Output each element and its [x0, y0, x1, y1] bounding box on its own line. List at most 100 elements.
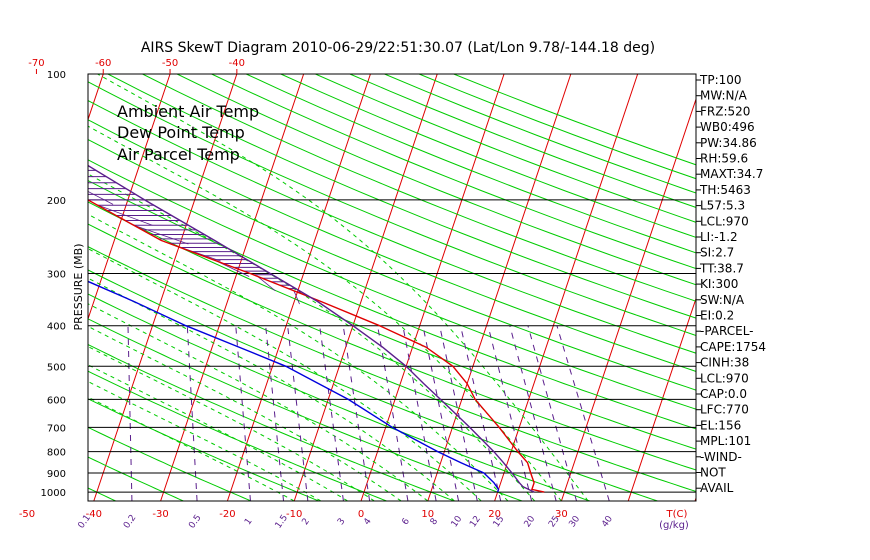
air-parcel-temp-line	[88, 164, 535, 493]
index-label: TH:5463	[699, 183, 751, 197]
legend-dew-point-temp: Dew Point Temp	[117, 123, 245, 142]
dry-adiabat-line	[88, 344, 455, 501]
moist-adiabat-line	[88, 380, 322, 501]
cape-hatch-diagonal	[95, 203, 153, 226]
dry-adiabat-line	[88, 81, 696, 337]
grid-lines	[0, 74, 870, 501]
bottom-temp-tick-label: 20	[488, 509, 501, 520]
top-temp-tick-label: -60	[95, 58, 111, 69]
pressure-tick-label: 900	[47, 469, 66, 480]
dry-adiabat-line	[88, 456, 184, 501]
legend: Ambient Air Temp Dew Point Temp Air Parc…	[117, 102, 259, 164]
index-label: FRZ:520	[700, 104, 750, 118]
mixing-ratio-line	[319, 325, 344, 501]
cape-hatch-diagonal	[293, 290, 300, 305]
index-label: MPL:101	[700, 434, 751, 448]
index-label: RH:59.6	[700, 152, 748, 166]
index-label: TP:100	[699, 73, 742, 87]
dry-adiabat-line	[88, 223, 696, 471]
index-label: KI:300	[700, 277, 738, 291]
mixing-ratio-line	[422, 325, 460, 501]
dry-adiabat-line	[349, 74, 696, 208]
mixing-ratio-label: 1	[243, 517, 254, 527]
index-label: NOT	[700, 466, 726, 480]
isotherm-line	[427, 74, 572, 501]
mixing-ratio-label: 20	[523, 514, 538, 529]
mixing-ratio-line	[265, 325, 285, 501]
index-label: TT:38.7	[699, 261, 744, 275]
index-label: SI:2.7	[700, 246, 734, 260]
index-label: SW:N/A	[700, 293, 745, 307]
ambient-air-temp-line	[88, 199, 545, 493]
mixing-ratio-line	[342, 325, 371, 501]
mixing-ratio-label: 30	[567, 514, 582, 529]
mixing-ratio-label: 12	[468, 514, 483, 529]
dry-adiabat-line	[88, 269, 658, 501]
data-series	[38, 154, 545, 493]
index-label: CAP:0.0	[700, 387, 747, 401]
dry-adiabat-line	[142, 74, 696, 302]
mixing-ratio-label: 10	[450, 514, 465, 529]
axis-labels: 1002003004005006007008009001000-120-110-…	[19, 58, 689, 531]
isotherm-line	[0, 74, 36, 501]
legend-air-parcel-temp: Air Parcel Temp	[117, 145, 240, 164]
isotherm-line	[226, 74, 371, 501]
mixing-ratio-line	[556, 325, 610, 501]
top-temp-tick-label: -70	[28, 58, 44, 69]
pressure-tick-label: 400	[47, 322, 66, 333]
index-label: LCL:970	[700, 214, 749, 228]
mixing-ratio-label: 6	[401, 516, 413, 527]
top-temp-tick-label: -40	[229, 58, 245, 69]
index-label: L57:5.3	[700, 199, 745, 213]
dry-adiabat-line	[88, 119, 696, 372]
dry-adiabat-line	[88, 318, 523, 501]
dry-adiabat-line	[88, 293, 591, 501]
index-label: -WIND-	[700, 450, 742, 464]
cape-hatch-diagonal	[38, 154, 68, 181]
mixing-ratio-line	[439, 325, 478, 501]
bottom-temp-tick-label: -10	[286, 509, 302, 520]
index-label: LFC:770	[700, 403, 749, 417]
dew-point-temp-line	[88, 280, 500, 493]
index-label: MW:N/A	[700, 89, 748, 103]
mixing-ratio-line	[235, 325, 251, 501]
bottom-temp-tick-label: -20	[219, 509, 235, 520]
isotherm-line	[88, 74, 171, 321]
dry-adiabat-line	[88, 99, 696, 354]
dry-adiabat-line	[176, 74, 696, 286]
temperature-unit-label: T(C)	[666, 509, 688, 520]
dry-adiabat-line	[107, 74, 696, 319]
mixing-ratio-label: 8	[429, 516, 441, 527]
dry-adiabat-line	[88, 398, 320, 501]
cape-hatch-diagonal	[88, 190, 114, 205]
dry-adiabat-line	[88, 159, 696, 410]
isotherm-line	[762, 74, 870, 501]
pressure-tick-label: 300	[47, 270, 66, 281]
index-label: MAXT:34.7	[700, 167, 763, 181]
pressure-tick-label: 200	[47, 196, 66, 207]
index-label: AVAIL	[700, 481, 734, 495]
dry-adiabat-line	[384, 74, 696, 194]
mixing-ratio-line	[127, 325, 133, 501]
index-label: LCL:970	[700, 371, 749, 385]
pressure-tick-label: 1000	[41, 488, 66, 499]
mixing-ratio-line	[402, 325, 437, 501]
mixing-ratio-line	[377, 325, 409, 501]
index-label: PW:34.86	[700, 136, 757, 150]
moist-adiabat-line	[97, 74, 589, 501]
index-label: EL:156	[700, 418, 741, 432]
isotherm-line	[93, 74, 238, 501]
mixing-ratio-line	[527, 325, 578, 501]
chart-title: AIRS SkewT Diagram 2010-06-29/22:51:30.0…	[141, 40, 655, 56]
dry-adiabat-line	[315, 74, 696, 223]
pressure-tick-label: 500	[47, 362, 66, 373]
dry-adiabat-line	[88, 138, 696, 391]
dry-adiabat-line	[0, 74, 48, 501]
mixing-ratio-label: 4	[362, 516, 374, 527]
y-axis-label: PRESSURE (MB)	[72, 244, 85, 331]
dry-adiabat-line	[88, 370, 387, 501]
bottom-temp-tick-label: 0	[358, 509, 364, 520]
legend-ambient-air-temp: Ambient Air Temp	[117, 102, 259, 121]
bottom-temp-tick-label: -30	[152, 509, 168, 520]
